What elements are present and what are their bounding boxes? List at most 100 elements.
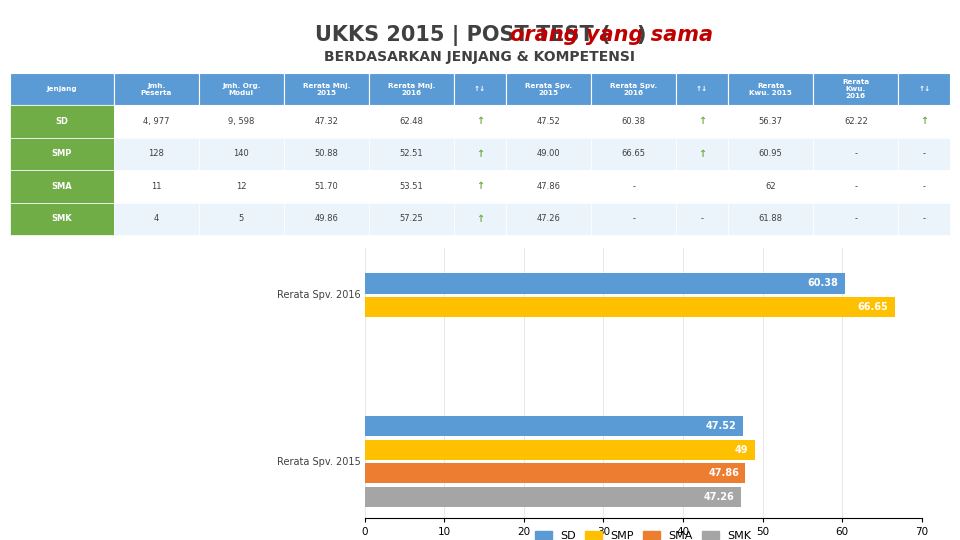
Bar [813,73,899,105]
Bar [899,138,950,170]
Bar [10,170,113,202]
Bar [506,73,591,105]
Text: SMK: SMK [51,214,72,223]
Text: -: - [854,150,857,158]
Text: SMA: SMA [51,182,72,191]
Text: 5: 5 [239,214,244,223]
Bar [676,138,729,170]
Bar [10,73,113,105]
Bar [729,138,813,170]
Text: ↑: ↑ [698,117,707,126]
Text: ↑: ↑ [476,214,484,224]
Text: 62.48: 62.48 [399,117,423,126]
Text: Jmh. Org.
Modul: Jmh. Org. Modul [222,83,260,96]
Text: -: - [632,182,636,191]
Text: Rerata Mnj.
2016: Rerata Mnj. 2016 [388,83,435,96]
Bar [454,138,506,170]
Text: ): ) [636,25,646,45]
Text: 47.32: 47.32 [315,117,338,126]
Bar [10,138,113,170]
Bar [676,73,729,105]
Text: Rerata Spv.
2016: Rerata Spv. 2016 [611,83,658,96]
Bar [454,73,506,105]
Text: 47.86: 47.86 [537,182,561,191]
Bar [591,202,676,235]
Bar [10,105,113,138]
Text: -: - [632,214,636,223]
Bar [454,105,506,138]
Text: -: - [854,214,857,223]
Bar [113,202,199,235]
Bar [506,170,591,202]
Bar [199,138,284,170]
Bar [113,73,199,105]
Text: ↑: ↑ [476,149,484,159]
Bar [284,73,369,105]
Text: 60.38: 60.38 [808,278,839,288]
Text: 52.51: 52.51 [399,150,423,158]
Text: 9, 598: 9, 598 [228,117,254,126]
Text: -: - [923,214,925,223]
Bar [284,138,369,170]
Bar [591,73,676,105]
Text: Jenjang: Jenjang [46,86,77,92]
Text: 60.95: 60.95 [758,150,782,158]
Bar [365,487,741,507]
Bar [591,170,676,202]
Text: SMP: SMP [52,150,72,158]
Bar [10,202,113,235]
Text: 49.00: 49.00 [537,150,561,158]
Bar [899,202,950,235]
Bar [813,138,899,170]
Text: ↑↓: ↑↓ [919,86,930,92]
Text: 61.88: 61.88 [758,214,782,223]
Text: ↑: ↑ [476,117,484,126]
Bar [729,202,813,235]
Text: Rerata
Kwu. 2015: Rerata Kwu. 2015 [750,83,792,96]
Bar [199,202,284,235]
Text: 12: 12 [236,182,247,191]
Bar [899,105,950,138]
Text: ↑: ↑ [921,117,928,126]
Text: -: - [854,182,857,191]
Bar [454,202,506,235]
Bar [369,138,454,170]
Text: 56.37: 56.37 [758,117,782,126]
Bar [365,273,845,294]
Text: Rerata Spv. 2015: Rerata Spv. 2015 [277,456,361,467]
Text: 47.86: 47.86 [708,468,739,478]
Bar [899,170,950,202]
Text: 4: 4 [154,214,158,223]
Bar [813,170,899,202]
Text: orang yang sama: orang yang sama [510,25,712,45]
Text: -: - [923,182,925,191]
Bar [591,105,676,138]
Text: 47.52: 47.52 [537,117,561,126]
Text: 47.26: 47.26 [537,214,561,223]
Text: BERDASARKAN JENJANG & KOMPETENSI: BERDASARKAN JENJANG & KOMPETENSI [324,50,636,64]
Bar [365,440,755,460]
Text: ↑: ↑ [476,181,484,191]
Bar [813,202,899,235]
Bar [729,73,813,105]
Bar [676,202,729,235]
Text: 62.22: 62.22 [844,117,868,126]
Bar [591,138,676,170]
Text: Jmh.
Peserta: Jmh. Peserta [140,83,172,96]
Bar [506,105,591,138]
Text: 47.52: 47.52 [706,421,736,431]
Text: 11: 11 [151,182,161,191]
Text: 66.65: 66.65 [858,302,889,312]
Text: Rerata
Kwu.
2016: Rerata Kwu. 2016 [842,79,870,99]
Bar [729,170,813,202]
Text: UKKS 2015 | POST TEST (orang yang sama): UKKS 2015 | POST TEST (orang yang sama) [227,25,733,45]
Bar [199,170,284,202]
Text: ↑↓: ↑↓ [696,86,708,92]
Bar [506,138,591,170]
Text: 49.86: 49.86 [315,214,338,223]
Bar [199,105,284,138]
Bar [365,463,746,483]
Bar [454,170,506,202]
Text: 50.88: 50.88 [315,150,338,158]
Text: Rerata Spv.
2015: Rerata Spv. 2015 [525,83,572,96]
